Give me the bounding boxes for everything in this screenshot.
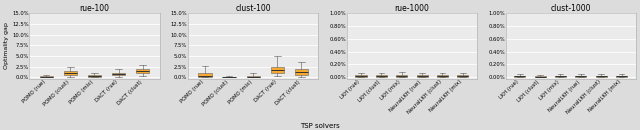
- PathPatch shape: [616, 76, 627, 77]
- PathPatch shape: [355, 75, 367, 77]
- PathPatch shape: [40, 76, 52, 77]
- PathPatch shape: [376, 75, 387, 77]
- PathPatch shape: [555, 76, 566, 77]
- PathPatch shape: [534, 76, 546, 77]
- PathPatch shape: [457, 75, 468, 77]
- PathPatch shape: [88, 75, 101, 77]
- PathPatch shape: [198, 73, 212, 77]
- PathPatch shape: [575, 76, 586, 77]
- PathPatch shape: [136, 69, 149, 73]
- PathPatch shape: [112, 73, 125, 75]
- PathPatch shape: [271, 67, 284, 73]
- PathPatch shape: [596, 76, 607, 77]
- PathPatch shape: [63, 71, 77, 74]
- PathPatch shape: [417, 75, 428, 77]
- Y-axis label: Optimality gap: Optimality gap: [4, 22, 9, 69]
- Title: clust-100: clust-100: [236, 4, 271, 13]
- PathPatch shape: [246, 76, 260, 77]
- Title: rue-100: rue-100: [79, 4, 109, 13]
- Title: clust-1000: clust-1000: [550, 4, 591, 13]
- PathPatch shape: [396, 75, 407, 77]
- PathPatch shape: [514, 76, 525, 77]
- Text: TSP solvers: TSP solvers: [300, 123, 340, 129]
- PathPatch shape: [295, 69, 308, 75]
- PathPatch shape: [437, 75, 448, 77]
- Title: rue-1000: rue-1000: [394, 4, 429, 13]
